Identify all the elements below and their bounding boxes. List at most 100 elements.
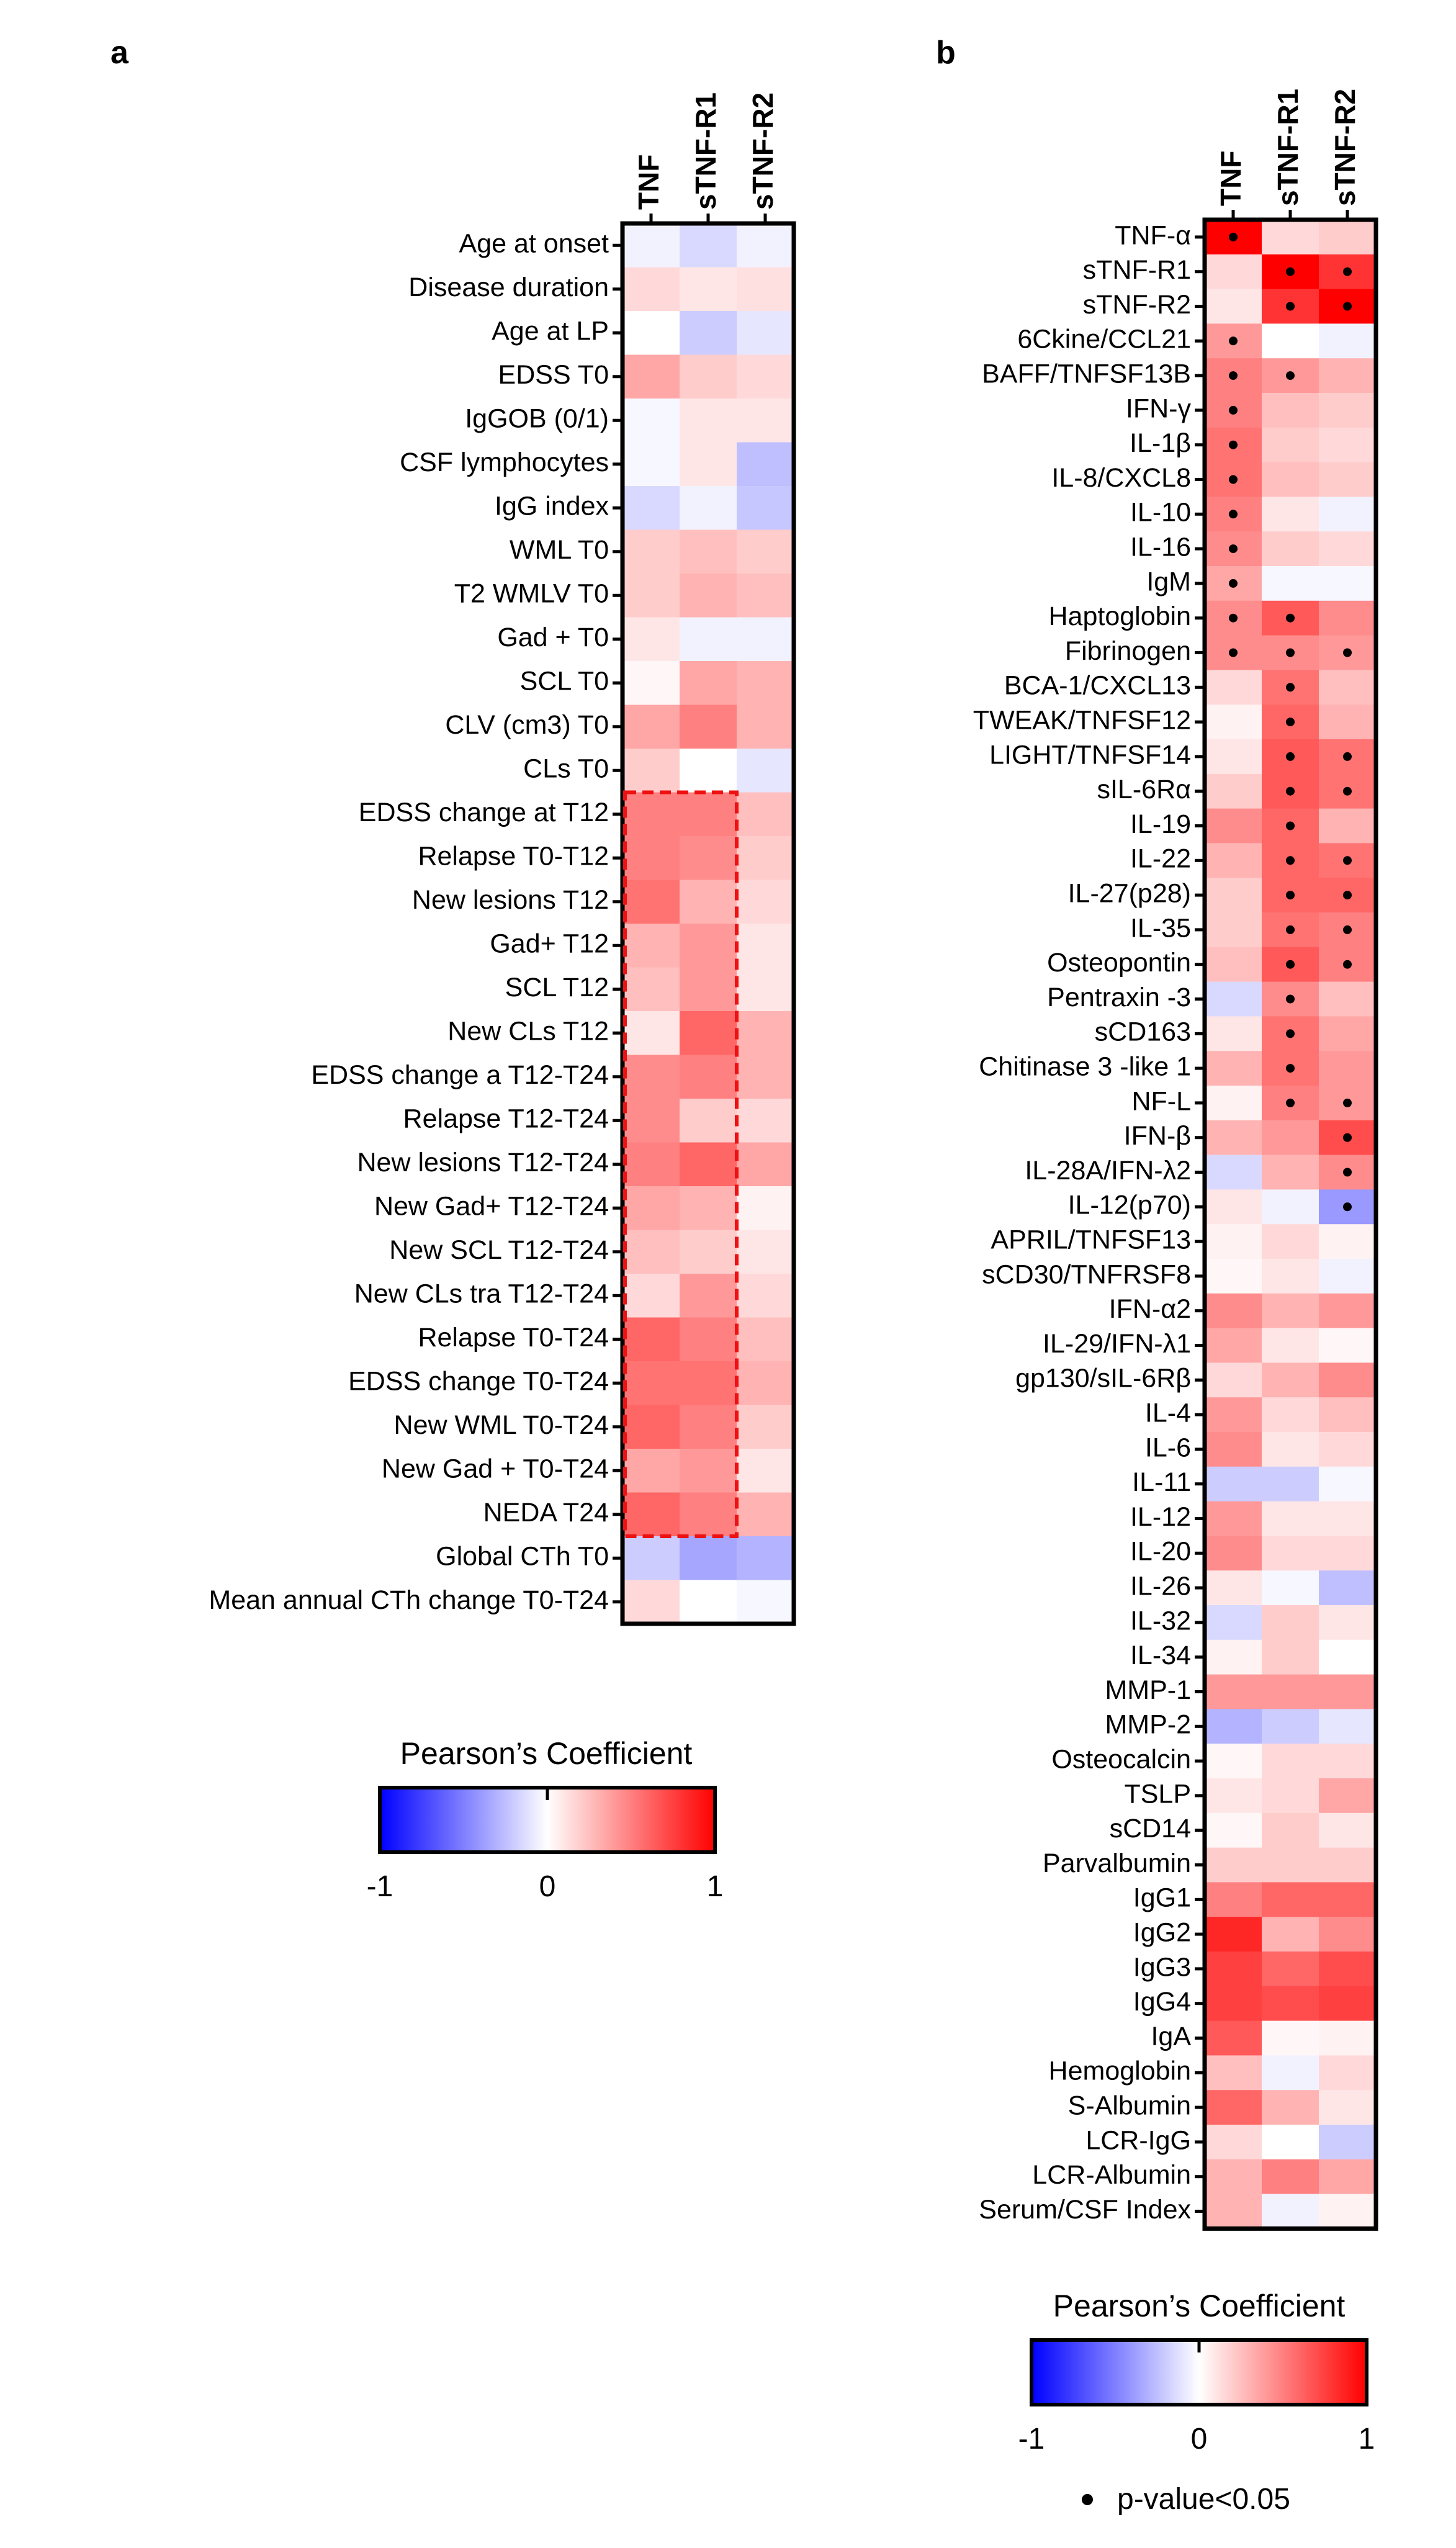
cell-igg1-stnf-r1	[1262, 1882, 1319, 1917]
significance-dot	[1229, 336, 1238, 346]
row-label: Osteocalcin	[1051, 1744, 1191, 1774]
column-label: sTNF-R2	[747, 92, 779, 210]
cell-mmp-2-tnf	[1205, 1709, 1262, 1744]
significance-dot	[1343, 1133, 1352, 1142]
cell-tslp-tnf	[1205, 1778, 1262, 1814]
cell-tnf-stnf-r2	[1319, 220, 1377, 255]
cell-tslp-stnf-r2	[1319, 1778, 1377, 1814]
cell-baff-tnfsf13b-stnf-r2	[1319, 358, 1377, 394]
row-label: Chitinase 3 -like 1	[979, 1051, 1191, 1081]
row-label: Disease duration	[408, 272, 609, 302]
cell-age-at-onset-tnf	[622, 223, 680, 268]
row-label: LCR-Albumin	[1032, 2160, 1191, 2190]
significance-dot-legend	[1082, 2494, 1093, 2505]
row-label: TSLP	[1124, 1779, 1191, 1809]
cell-new-lesions-t12-stnf-r1	[680, 880, 737, 924]
cell-scd14-tnf	[1205, 1812, 1262, 1848]
row-label: IgG4	[1133, 1987, 1191, 2017]
row-label: LIGHT/TNFSF14	[989, 740, 1191, 770]
row-label: Mean annual CTh change T0-T24	[209, 1585, 609, 1615]
row-label: TNF-α	[1115, 220, 1191, 250]
cell-ifn-stnf-r1	[1262, 393, 1319, 428]
cell-sil-6r-tnf	[1205, 773, 1262, 809]
significance-dot	[1286, 267, 1295, 276]
cell-hemoglobin-stnf-r1	[1262, 2055, 1319, 2091]
row-label: IFN-γ	[1126, 394, 1192, 423]
cell-il-34-stnf-r2	[1319, 1639, 1377, 1675]
cell-igg4-stnf-r2	[1319, 1986, 1377, 2022]
cell-cls-t0-stnf-r1	[680, 749, 737, 793]
cell-il-12-stnf-r2	[1319, 1501, 1377, 1536]
cell-scd163-tnf	[1205, 1016, 1262, 1051]
row-label: IL-32	[1130, 1606, 1191, 1636]
cell-hemoglobin-tnf	[1205, 2055, 1262, 2091]
significance-dot	[1229, 371, 1238, 380]
cell-s-albumin-stnf-r1	[1262, 2090, 1319, 2125]
row-label: Gad + T0	[497, 623, 609, 652]
cell-age-at-onset-stnf-r2	[737, 223, 794, 268]
cell-lcr-igg-stnf-r1	[1262, 2125, 1319, 2160]
significance-dot	[1229, 232, 1238, 241]
cell-il-11-stnf-r2	[1319, 1466, 1377, 1502]
significance-dot	[1343, 752, 1352, 761]
cell-gad-t0-stnf-r2	[737, 617, 794, 662]
cell-neda-t24-stnf-r2	[737, 1492, 794, 1537]
significance-note: p-value<0.05	[1117, 2483, 1290, 2516]
cell-relapse-t0-t12-stnf-r2	[737, 836, 794, 880]
row-label: IgG2	[1133, 1917, 1191, 1947]
cell-edss-change-at-t12-stnf-r2	[737, 792, 794, 837]
row-label: BCA-1/CXCL13	[1004, 671, 1191, 701]
cell-il-20-stnf-r2	[1319, 1536, 1377, 1571]
cell-gad-t12-stnf-r1	[680, 924, 737, 968]
cell-igg1-tnf	[1205, 1882, 1262, 1917]
cell-new-cls-tra-t12-t24-stnf-r1	[680, 1274, 737, 1318]
cell-il-12-stnf-r1	[1262, 1501, 1319, 1536]
cell-lcr-albumin-stnf-r1	[1262, 2159, 1319, 2195]
cell-global-cth-t0-stnf-r1	[680, 1536, 737, 1580]
cell-relapse-t0-t12-tnf	[622, 836, 680, 880]
significance-dot	[1286, 891, 1295, 900]
cell-new-cls-t12-stnf-r2	[737, 1011, 794, 1055]
cell-lcr-igg-stnf-r2	[1319, 2125, 1377, 2160]
cell-il-1-stnf-r2	[1319, 427, 1377, 463]
cell-edss-change-t0-t24-stnf-r1	[680, 1361, 737, 1405]
significance-dot	[1286, 960, 1295, 969]
significance-dot	[1286, 786, 1295, 796]
cell-iggob-0-1-stnf-r2	[737, 398, 794, 443]
cell-disease-duration-tnf	[622, 267, 680, 312]
row-label: CSF lymphocytes	[400, 448, 609, 477]
row-label: Fibrinogen	[1065, 636, 1191, 666]
significance-dot	[1286, 683, 1295, 692]
row-label: Relapse T12-T24	[403, 1104, 609, 1134]
cell-age-at-lp-stnf-r2	[737, 311, 794, 355]
column-label: TNF	[1215, 151, 1247, 206]
cell-ifn-stnf-r1	[1262, 1120, 1319, 1156]
cell-iga-stnf-r2	[1319, 2020, 1377, 2056]
row-label: New lesions T12-T24	[357, 1148, 609, 1177]
cell-il-4-stnf-r2	[1319, 1397, 1377, 1433]
cell-new-cls-tra-t12-t24-tnf	[622, 1274, 680, 1318]
cell-igg2-tnf	[1205, 1917, 1262, 1952]
column-label: sTNF-R1	[1272, 89, 1304, 206]
cell-disease-duration-stnf-r2	[737, 267, 794, 312]
cell-scd163-stnf-r2	[1319, 1016, 1377, 1051]
cell-neda-t24-stnf-r1	[680, 1492, 737, 1537]
cell-il-20-stnf-r1	[1262, 1536, 1319, 1571]
cell-scl-t12-stnf-r1	[680, 967, 737, 1012]
cell-mean-annual-cth-change-t0-t24-tnf	[622, 1580, 680, 1624]
row-label: IL-27(p28)	[1068, 878, 1191, 908]
significance-dot	[1286, 302, 1295, 311]
cell-parvalbumin-stnf-r2	[1319, 1847, 1377, 1883]
significance-dot	[1286, 925, 1295, 934]
cell-edss-change-a-t12-t24-stnf-r2	[737, 1055, 794, 1099]
cell-new-wml-t0-t24-stnf-r1	[680, 1405, 737, 1449]
cell-igg3-tnf	[1205, 1952, 1262, 1987]
cell-iggob-0-1-tnf	[622, 398, 680, 443]
cell-il-10-stnf-r1	[1262, 497, 1319, 532]
cell-lcr-igg-tnf	[1205, 2125, 1262, 2160]
cell-scd14-stnf-r1	[1262, 1812, 1319, 1848]
cell-igg3-stnf-r2	[1319, 1952, 1377, 1987]
row-label: sIL-6Rα	[1097, 775, 1191, 804]
panel-a-letter: a	[110, 35, 129, 71]
cell-igg4-tnf	[1205, 1986, 1262, 2022]
